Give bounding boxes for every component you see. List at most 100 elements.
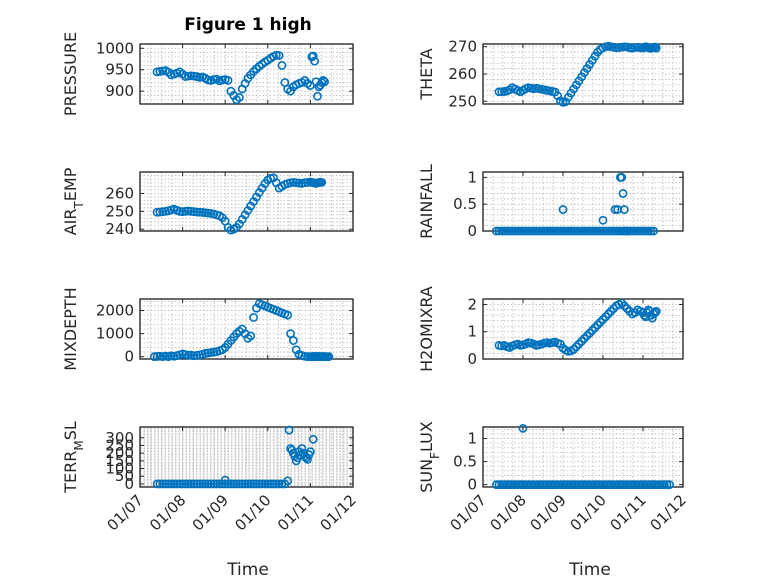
y-tick-label: 0 xyxy=(467,222,477,240)
data-point xyxy=(297,444,307,453)
data-point xyxy=(650,42,660,52)
data-point xyxy=(186,479,196,489)
y-tick-label: 150 xyxy=(105,452,134,470)
y-tick-label: 1 xyxy=(467,323,477,341)
y-tick-label: 0.5 xyxy=(453,195,477,213)
data-point xyxy=(195,207,205,217)
axes-frame xyxy=(139,171,354,232)
y-tick-label: 2 xyxy=(467,295,477,313)
y-axis-label: THETA xyxy=(417,48,436,100)
data-point xyxy=(271,479,281,489)
data-point xyxy=(229,479,239,489)
data-point xyxy=(181,479,190,489)
data-point xyxy=(209,479,219,489)
data-point xyxy=(200,479,210,489)
x-tick-label: 01/08 xyxy=(487,491,530,534)
data-point xyxy=(175,479,185,489)
data-point xyxy=(257,479,267,489)
data-point xyxy=(646,226,656,236)
y-tick-label: 1 xyxy=(467,168,477,186)
data-point xyxy=(266,479,276,489)
x-tick-label: 01/10 xyxy=(231,491,274,534)
data-point xyxy=(172,479,182,489)
data-point xyxy=(313,91,322,101)
data-point xyxy=(618,189,628,198)
data-point xyxy=(505,226,515,236)
data-point xyxy=(617,172,627,182)
axes-frame xyxy=(482,298,684,360)
data-point xyxy=(610,205,620,214)
series-markers xyxy=(491,172,659,236)
series-markers xyxy=(494,41,661,107)
x-tick-label: 01/07 xyxy=(104,491,147,534)
y-tick-label: 0 xyxy=(124,348,134,366)
data-point xyxy=(220,475,230,485)
data-point xyxy=(494,87,504,97)
data-point xyxy=(308,51,318,61)
y-axis-label: H2OMIXRA xyxy=(417,286,436,372)
data-point xyxy=(152,479,162,489)
data-point xyxy=(212,479,222,489)
data-point xyxy=(510,226,520,236)
data-point xyxy=(183,350,193,360)
subplot-1: 900 950 1000 PRESSURE xyxy=(61,32,354,116)
y-axis-label: PRESSURE xyxy=(61,32,80,116)
data-point xyxy=(178,479,187,489)
data-point xyxy=(189,479,199,489)
data-point xyxy=(619,205,629,214)
y-tick-label: 270 xyxy=(448,38,477,56)
data-point xyxy=(274,479,284,489)
series-markers xyxy=(152,50,329,105)
data-point xyxy=(169,479,179,489)
data-point xyxy=(163,479,173,489)
y-tick-label: 1000 xyxy=(96,39,134,57)
data-point xyxy=(155,479,165,489)
data-point xyxy=(203,479,213,489)
x-tick-label: 01/09 xyxy=(189,491,232,534)
data-point xyxy=(263,479,273,489)
y-tick-label: 260 xyxy=(105,184,134,202)
data-point xyxy=(234,479,244,489)
y-axis-label: RAINFALL xyxy=(417,164,436,239)
data-point xyxy=(198,479,207,489)
data-point xyxy=(152,207,162,217)
data-point xyxy=(643,226,653,236)
data-point xyxy=(561,97,571,107)
y-tick-label: 2000 xyxy=(96,302,134,320)
y-axis-label: TERRMSL xyxy=(61,421,86,494)
series-markers xyxy=(152,425,318,489)
data-point xyxy=(158,479,168,489)
data-point xyxy=(243,479,253,489)
data-point xyxy=(246,479,256,489)
axes-frame xyxy=(139,43,354,105)
data-point xyxy=(518,423,528,433)
data-point xyxy=(284,425,294,435)
y-tick-label: 300 xyxy=(105,429,134,447)
x-tick-label: 01/12 xyxy=(647,491,690,534)
axes-frame xyxy=(139,298,354,360)
data-point xyxy=(234,93,244,102)
subplot-6: 0 1 2 H2OMIXRA xyxy=(417,286,684,372)
figure-title: Figure 1 high xyxy=(184,15,312,35)
x-tick-label: 01/11 xyxy=(607,491,650,534)
data-point xyxy=(305,447,315,457)
x-tick-label: 01/12 xyxy=(317,491,360,534)
y-tick-label: 200 xyxy=(105,444,134,462)
plot-area xyxy=(482,426,684,488)
data-point xyxy=(665,480,675,490)
data-point xyxy=(166,479,176,489)
x-tick-label: 01/09 xyxy=(527,491,570,534)
subplot-2: 250 260 270 THETA xyxy=(417,38,684,110)
y-tick-label: 100 xyxy=(105,460,134,478)
data-point xyxy=(558,205,568,214)
data-point xyxy=(283,476,293,486)
x-axis-label-left: Time xyxy=(226,560,269,580)
data-point xyxy=(649,226,659,236)
data-point xyxy=(277,61,287,70)
data-point xyxy=(303,454,312,464)
subplot-4: 0 0.5 1 RAINFALL xyxy=(417,164,684,240)
series-markers xyxy=(494,298,661,356)
